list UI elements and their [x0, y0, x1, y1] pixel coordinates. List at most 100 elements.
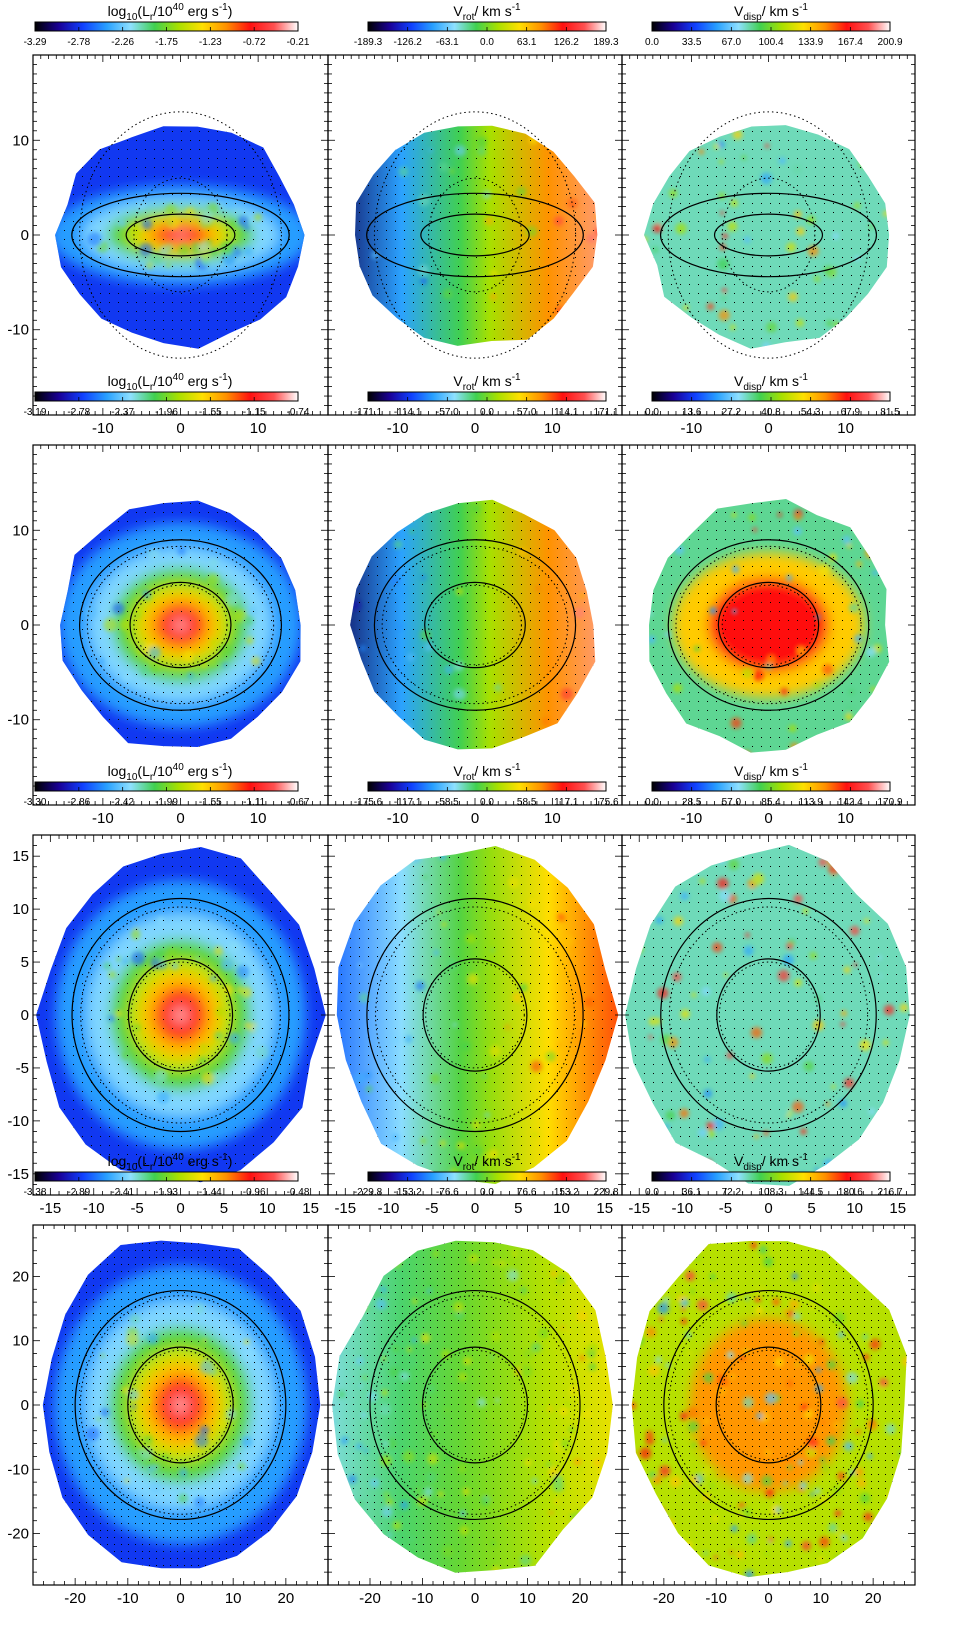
x-tick-label: -10 — [705, 1590, 727, 1607]
colorbar-tick-label: 216.7 — [877, 1187, 902, 1198]
axis-ticks — [327, 54, 623, 416]
x-tick-label: 0 — [176, 1590, 184, 1607]
panel-row4-lum: log10(Lr/1040 erg s-1) -3.38 -2.89 -2.41 -1.… — [7, 1152, 329, 1607]
x-tick-label: 20 — [572, 1590, 589, 1607]
colorbar-tick-label: 171.1 — [593, 407, 618, 418]
map-disp — [649, 499, 890, 753]
dotted-ellipse — [425, 961, 525, 1069]
x-tick-label: 10 — [812, 1590, 829, 1607]
isophote-ellipse — [422, 958, 528, 1072]
colorbar-tick-label: -3.30 — [24, 797, 47, 808]
isophote-ellipse — [127, 1346, 234, 1464]
colorbar-tick-label: 0.0 — [480, 797, 494, 808]
axis-ticks — [327, 444, 623, 806]
isophote-ellipse — [424, 581, 526, 669]
x-tick-label: 0 — [764, 420, 772, 437]
colorbar-tick-label: -63.1 — [436, 37, 459, 48]
colorbar-tick-label: -0.96 — [243, 1187, 266, 1198]
x-tick-label: -5 — [130, 1200, 143, 1217]
y-tick-label: 10 — [12, 522, 29, 539]
x-tick-label: 0 — [764, 1200, 772, 1217]
colorbar-title-disp: Vdisp/ km s-1 — [734, 762, 808, 783]
dotted-ellipse — [130, 961, 231, 1069]
map-lum — [36, 847, 326, 1183]
x-tick-label: -20 — [359, 1590, 381, 1607]
colorbar-tick-label: 0.0 — [480, 407, 494, 418]
panel-row1-rot: Vrot/ km s-1 -189.3 -126.2 -63.1 0.0 63.1 126.… — [327, 2, 623, 437]
x-tick-label: -10 — [83, 1200, 105, 1217]
y-tick-label: 10 — [12, 1333, 29, 1350]
colorbar-tick-label: 72.2 — [722, 1187, 742, 1198]
map-disp — [631, 1241, 907, 1578]
isophote-ellipse — [659, 192, 878, 278]
x-tick-label: 15 — [596, 1200, 613, 1217]
x-tick-label: -10 — [681, 810, 703, 827]
x-tick-label: -10 — [92, 420, 114, 437]
x-tick-label: 0 — [471, 420, 479, 437]
y-tick-label: -10 — [7, 1461, 29, 1478]
dotted-ellipse — [721, 584, 816, 666]
colorbar-tick-label: 113.9 — [799, 797, 824, 808]
colorbar-title-lum: log10(Lr/1040 erg s-1) — [108, 1152, 233, 1173]
axis-ticks — [621, 444, 916, 806]
colorbar-tick-label: 200.9 — [877, 37, 902, 48]
x-tick-label: -5 — [425, 1200, 438, 1217]
dotted-ellipse — [428, 584, 522, 666]
y-tick-label: 0 — [21, 1397, 29, 1414]
y-tick-label: 0 — [21, 227, 29, 244]
colorbar-tick-label: -58.5 — [436, 797, 459, 808]
dotted-ellipse — [86, 545, 275, 705]
isophote-ellipse — [78, 539, 283, 711]
colorbar-tick-label: 100.4 — [758, 37, 783, 48]
colorbar-tick-label: 0.0 — [645, 797, 659, 808]
colorbar-tick-label: -2.78 — [67, 407, 90, 418]
dotted-ellipse — [428, 177, 522, 293]
x-tick-label: 10 — [250, 420, 267, 437]
x-tick-label: -10 — [671, 1200, 693, 1217]
y-tick-label: 10 — [12, 132, 29, 149]
axis-ticks — [327, 1224, 623, 1586]
colorbar-tick-label: -1.44 — [199, 1187, 222, 1198]
colorbar-tick-label: -2.42 — [111, 797, 134, 808]
dotted-ellipse — [667, 111, 870, 359]
x-tick-label: 0 — [176, 810, 184, 827]
axis-ticks — [621, 1224, 916, 1586]
colorbar-tick-label: 36.1 — [682, 1187, 702, 1198]
colorbar-tick-label: 0.0 — [645, 407, 659, 418]
colorbar-tick-label: 117.1 — [554, 797, 579, 808]
colorbar-tick-label: 0.0 — [645, 37, 659, 48]
panel-row3-rot: Vrot/ km s-1 -175.6 -117.1 -58.5 0.0 58.5 117.… — [327, 762, 623, 1217]
colorbar-tick-label: -171.1 — [354, 407, 383, 418]
colorbar-tick-label: 13.6 — [682, 407, 702, 418]
x-tick-label: 10 — [250, 810, 267, 827]
colorbar-tick-label: 67.9 — [841, 407, 861, 418]
colorbar-tick-label: -3.29 — [24, 37, 47, 48]
panel-row4-disp: Vdisp/ km s-1 0.0 36.1 72.2 108.3 144.5 180.6 2… — [621, 1152, 916, 1607]
y-tick-label: 0 — [21, 1007, 29, 1024]
colorbar-tick-label: -1.11 — [243, 797, 265, 808]
dotted-ellipse — [668, 1295, 869, 1515]
colorbar-tick-label: 0.0 — [645, 1187, 659, 1198]
colorbar-tick-label: -114.1 — [394, 407, 422, 418]
panel-row2-disp: Vdisp/ km s-1 0.0 13.6 27.2 40.8 54.3 67.9 81.5… — [621, 372, 916, 827]
colorbar-tick-label: -1.99 — [155, 797, 178, 808]
x-tick-label: 10 — [846, 1200, 863, 1217]
isophote-ellipse — [71, 897, 290, 1133]
y-tick-label: 20 — [12, 1268, 29, 1285]
x-tick-label: -10 — [92, 810, 114, 827]
sample-grid — [55, 131, 299, 348]
colorbar-tick-label: -0.21 — [287, 37, 310, 48]
colorbar-tick-label: -1.55 — [199, 797, 222, 808]
isophote-ellipse — [366, 897, 584, 1133]
colorbar-title-lum: log10(Lr/1040 erg s-1) — [108, 762, 233, 783]
isophote-ellipse — [715, 1346, 822, 1464]
colorbar-tick-label: 142.4 — [838, 797, 863, 808]
x-tick-label: 10 — [544, 810, 561, 827]
colorbar-tick-label: -3.38 — [24, 1187, 47, 1198]
colorbar-tick-label: 57.0 — [722, 797, 742, 808]
y-tick-label: -10 — [7, 712, 29, 729]
x-tick-label: -15 — [628, 1200, 650, 1217]
isophote-ellipse — [373, 539, 577, 711]
isophote-ellipse — [717, 581, 820, 669]
isophote-ellipse — [369, 1289, 581, 1521]
